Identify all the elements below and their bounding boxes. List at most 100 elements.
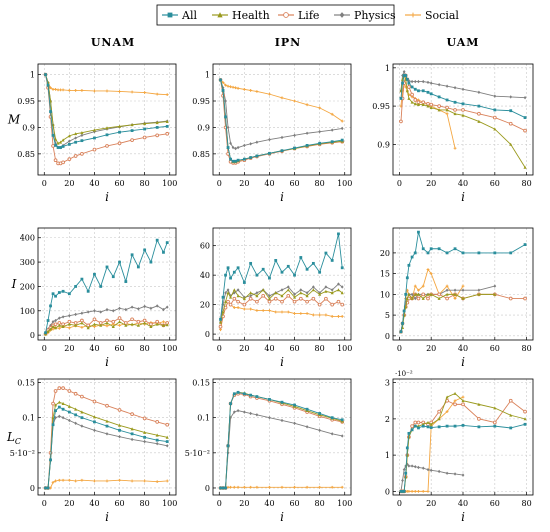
y-tick-label: 0	[385, 487, 390, 496]
data-point	[51, 327, 55, 331]
data-point	[413, 296, 417, 301]
panel-unam-i: 0 20 40 60 80 100 0 100 200 300 400 i I	[11, 227, 177, 369]
data-point	[67, 142, 71, 146]
y-tick-label: 0.9	[197, 123, 210, 132]
data-point	[51, 480, 55, 484]
data-point	[445, 108, 449, 112]
data-point	[165, 124, 169, 128]
data-point	[402, 69, 406, 74]
data-point	[330, 259, 334, 262]
data-point	[421, 247, 425, 251]
data-point	[340, 266, 344, 270]
data-point	[61, 315, 65, 319]
series-line	[220, 391, 343, 489]
data-point	[92, 399, 97, 404]
data-point	[86, 289, 90, 293]
data-point	[149, 324, 153, 329]
data-point	[57, 386, 62, 390]
data-point	[221, 486, 225, 490]
data-point	[324, 251, 328, 255]
data-point	[67, 322, 71, 326]
data-point	[417, 489, 420, 493]
column-title-unam: UNAM	[91, 36, 135, 49]
data-point	[402, 489, 406, 493]
data-point	[317, 302, 322, 307]
data-point	[49, 327, 53, 331]
data-point	[426, 296, 430, 301]
y-tick-label: 20	[380, 249, 390, 258]
data-point	[226, 288, 230, 292]
data-point	[255, 140, 259, 144]
data-point	[59, 146, 62, 149]
series-all	[399, 422, 527, 493]
data-point	[118, 90, 121, 93]
data-point	[286, 310, 290, 314]
data-point	[417, 426, 420, 430]
series-line	[400, 463, 464, 492]
data-point	[155, 441, 159, 446]
data-point	[221, 310, 225, 314]
series-life	[43, 386, 170, 490]
data-point	[410, 464, 414, 468]
x-tick-label: 40	[264, 179, 274, 188]
data-point	[311, 313, 315, 317]
data-point	[340, 418, 344, 422]
data-point	[142, 416, 147, 421]
data-point	[437, 82, 441, 87]
data-point	[445, 284, 449, 288]
data-point	[330, 485, 334, 489]
data-point	[255, 154, 259, 158]
data-point	[118, 124, 122, 128]
data-point	[445, 410, 449, 414]
data-point	[130, 123, 134, 127]
y-tick-label: 0	[205, 330, 210, 339]
y-tick-label: 0.9	[22, 123, 35, 132]
data-point	[453, 424, 457, 428]
data-point	[67, 326, 71, 330]
data-point	[426, 420, 430, 424]
series-health	[43, 400, 169, 490]
data-point	[426, 251, 430, 255]
data-point	[318, 141, 322, 145]
data-point	[493, 251, 497, 255]
data-point	[417, 230, 420, 234]
series-all	[44, 73, 169, 149]
series-physics	[219, 408, 344, 490]
x-axis-label: i	[461, 510, 465, 524]
data-point	[293, 99, 296, 103]
series-line	[45, 74, 168, 148]
panel-ipn-i: 0 20 40 60 80 100 0 20 40 60 i	[200, 227, 352, 369]
legend-item-social: Social	[405, 9, 459, 22]
data-point	[155, 120, 159, 125]
data-point	[493, 284, 497, 288]
data-point	[461, 395, 465, 399]
data-point	[293, 421, 296, 425]
data-point	[236, 408, 240, 413]
data-point	[255, 309, 259, 312]
panel-unam-m: 0 20 40 60 80 100 0.85 0.9 0.95 1 i M	[7, 63, 177, 204]
column-title-uam: UAM	[447, 36, 480, 49]
x-tick-label: 20	[64, 499, 74, 508]
plot-frame	[37, 227, 177, 341]
data-point	[61, 138, 65, 142]
data-point	[118, 434, 121, 439]
x-tick-label: 80	[522, 179, 532, 188]
y-tick-label: 0	[30, 484, 35, 493]
x-tick-label: 0	[397, 499, 402, 508]
data-point	[401, 478, 404, 483]
data-point	[59, 88, 62, 92]
data-point	[118, 428, 121, 432]
data-point	[293, 273, 296, 277]
series-health	[218, 288, 344, 324]
data-point	[92, 128, 96, 132]
data-point	[232, 270, 236, 274]
y-tick-label: 0	[205, 484, 210, 493]
data-point	[74, 285, 78, 288]
data-point	[226, 266, 230, 270]
data-point	[407, 85, 411, 89]
y-tick-label: 0.85	[192, 150, 210, 159]
x-tick-label: 60	[490, 499, 500, 508]
data-point	[130, 479, 134, 483]
series-life	[218, 293, 345, 329]
data-point	[130, 437, 134, 442]
